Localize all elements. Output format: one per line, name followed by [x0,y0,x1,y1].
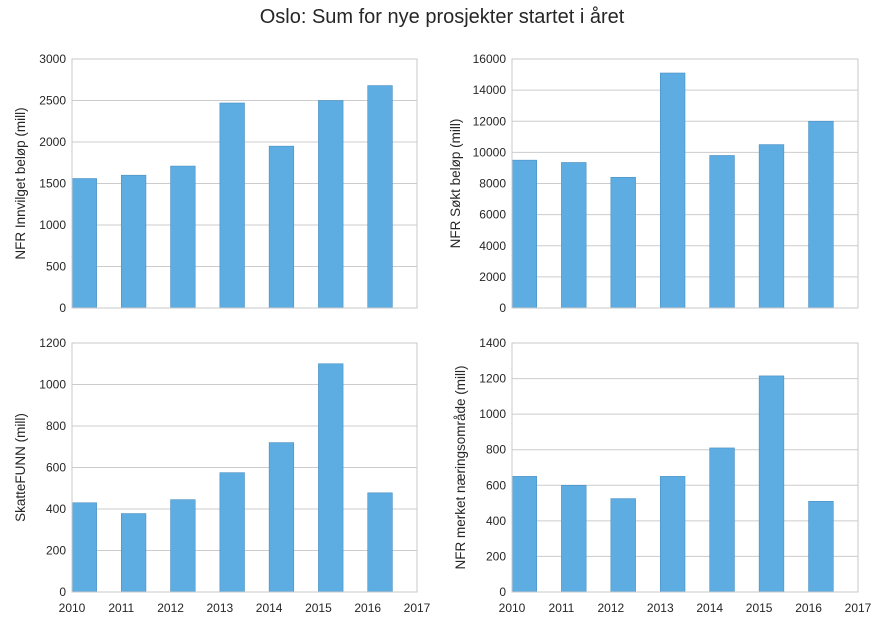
bar-2011 [561,484,587,593]
bar-2013 [219,472,245,593]
y-tick-label: 6000 [479,208,506,222]
bar-2016 [367,85,393,309]
panel-nfr-merket: 0 200 400 600 800 1000 1200 1400 2010 2011 2012 201… [453,336,872,615]
bar-2010 [71,178,97,309]
x-tick-label: 2016 [795,601,822,615]
x-tick-label: 2011 [108,601,134,615]
y-tick-label: 1000 [39,218,66,232]
y-tick-label: 500 [46,260,66,274]
y-tick-label: 4000 [479,239,506,253]
y-tick-label: 1000 [39,378,66,392]
axes-frame [71,342,418,593]
x-tick-label: 2010 [499,601,526,615]
y-tick-label: 1000 [479,407,506,421]
panel-nfr-sokt: 0 2000 4000 6000 8000 10000 12000 14000 16000 NFR… [448,52,859,315]
bar-2015 [758,375,785,593]
bar-2012 [170,499,196,593]
y-tick-label: 600 [486,478,506,492]
bar-2014 [268,145,295,309]
bar-2011 [120,513,147,593]
bar-2012 [170,165,196,309]
y-tick-label: 8000 [479,177,506,191]
axes-frame [511,342,859,593]
y-tick-label: 2000 [39,135,66,149]
bar-2013 [219,102,245,309]
y-tick-label: 1200 [479,372,506,386]
axes-frame [71,58,418,309]
bar-2010 [511,159,538,309]
bar-2014 [709,155,735,309]
x-tick-label: 2013 [647,601,674,615]
bar-2011 [120,174,147,309]
figure-title: Oslo: Sum for nye prosjekter startet i å… [259,6,625,28]
y-tick-label: 400 [46,502,66,516]
x-tick-label: 2015 [305,601,332,615]
x-tick-label: 2017 [845,601,872,615]
x-tick-label: 2013 [207,601,234,615]
x-tick-label: 2015 [746,601,773,615]
bar-2010 [71,502,97,593]
y-tick-label: 0 [59,585,66,599]
y-axis-label: NFR merket næringsområde (mill) [453,365,468,569]
bar-2012 [610,176,636,309]
bar-2015 [758,144,785,309]
y-tick-label: 800 [46,419,66,433]
y-tick-label: 2500 [39,94,66,108]
y-axis-label: NFR Søkt beløp (mill) [448,119,463,249]
y-tick-label: 1200 [39,336,66,350]
y-tick-label: 0 [499,301,506,315]
y-tick-label: 10000 [473,145,507,159]
bar-2012 [610,498,636,593]
y-tick-label: 14000 [473,83,507,97]
x-tick-label: 2012 [598,601,625,615]
bar-2016 [808,500,834,593]
bar-2015 [318,363,344,593]
y-tick-label: 2000 [479,270,506,284]
x-tick-label: 2014 [696,601,723,615]
x-tick-label: 2016 [354,601,381,615]
y-tick-label: 200 [46,544,66,558]
y-tick-label: 200 [486,549,506,563]
bar-2014 [709,447,735,593]
y-tick-label: 1400 [479,336,506,350]
x-tick-label: 2012 [157,601,184,615]
x-tick-label: 2014 [256,601,283,615]
panel-skattefunn: 0 200 400 600 800 1000 1200 2010 2011 2012 2013 201… [13,336,431,615]
y-tick-label: 0 [59,301,66,315]
x-tick-label: 2017 [404,601,431,615]
y-tick-label: 12000 [473,114,507,128]
y-tick-label: 400 [486,514,506,528]
panel-nfr-innvilget: 0 500 1000 1500 2000 2500 3000 NFR Innvilget be… [13,52,418,315]
bar-2016 [808,120,834,309]
y-tick-label: 600 [46,461,66,475]
x-tick-label: 2010 [59,601,86,615]
y-axis-label: SkatteFUNN (mill) [13,413,28,522]
bar-2010 [511,476,538,593]
x-tick-label: 2011 [549,601,575,615]
axes-frame [511,58,859,309]
y-tick-label: 0 [499,585,506,599]
bar-2011 [561,162,587,309]
bar-2014 [268,442,295,593]
bar-2016 [367,492,393,593]
y-tick-label: 800 [486,443,506,457]
bar-2015 [318,100,344,309]
bar-2013 [659,72,686,309]
y-axis-label: NFR Innvilget beløp (mill) [13,107,28,259]
bar-2013 [659,476,686,593]
y-tick-label: 1500 [39,177,66,191]
y-tick-label: 16000 [473,52,507,66]
y-tick-label: 3000 [39,52,66,66]
